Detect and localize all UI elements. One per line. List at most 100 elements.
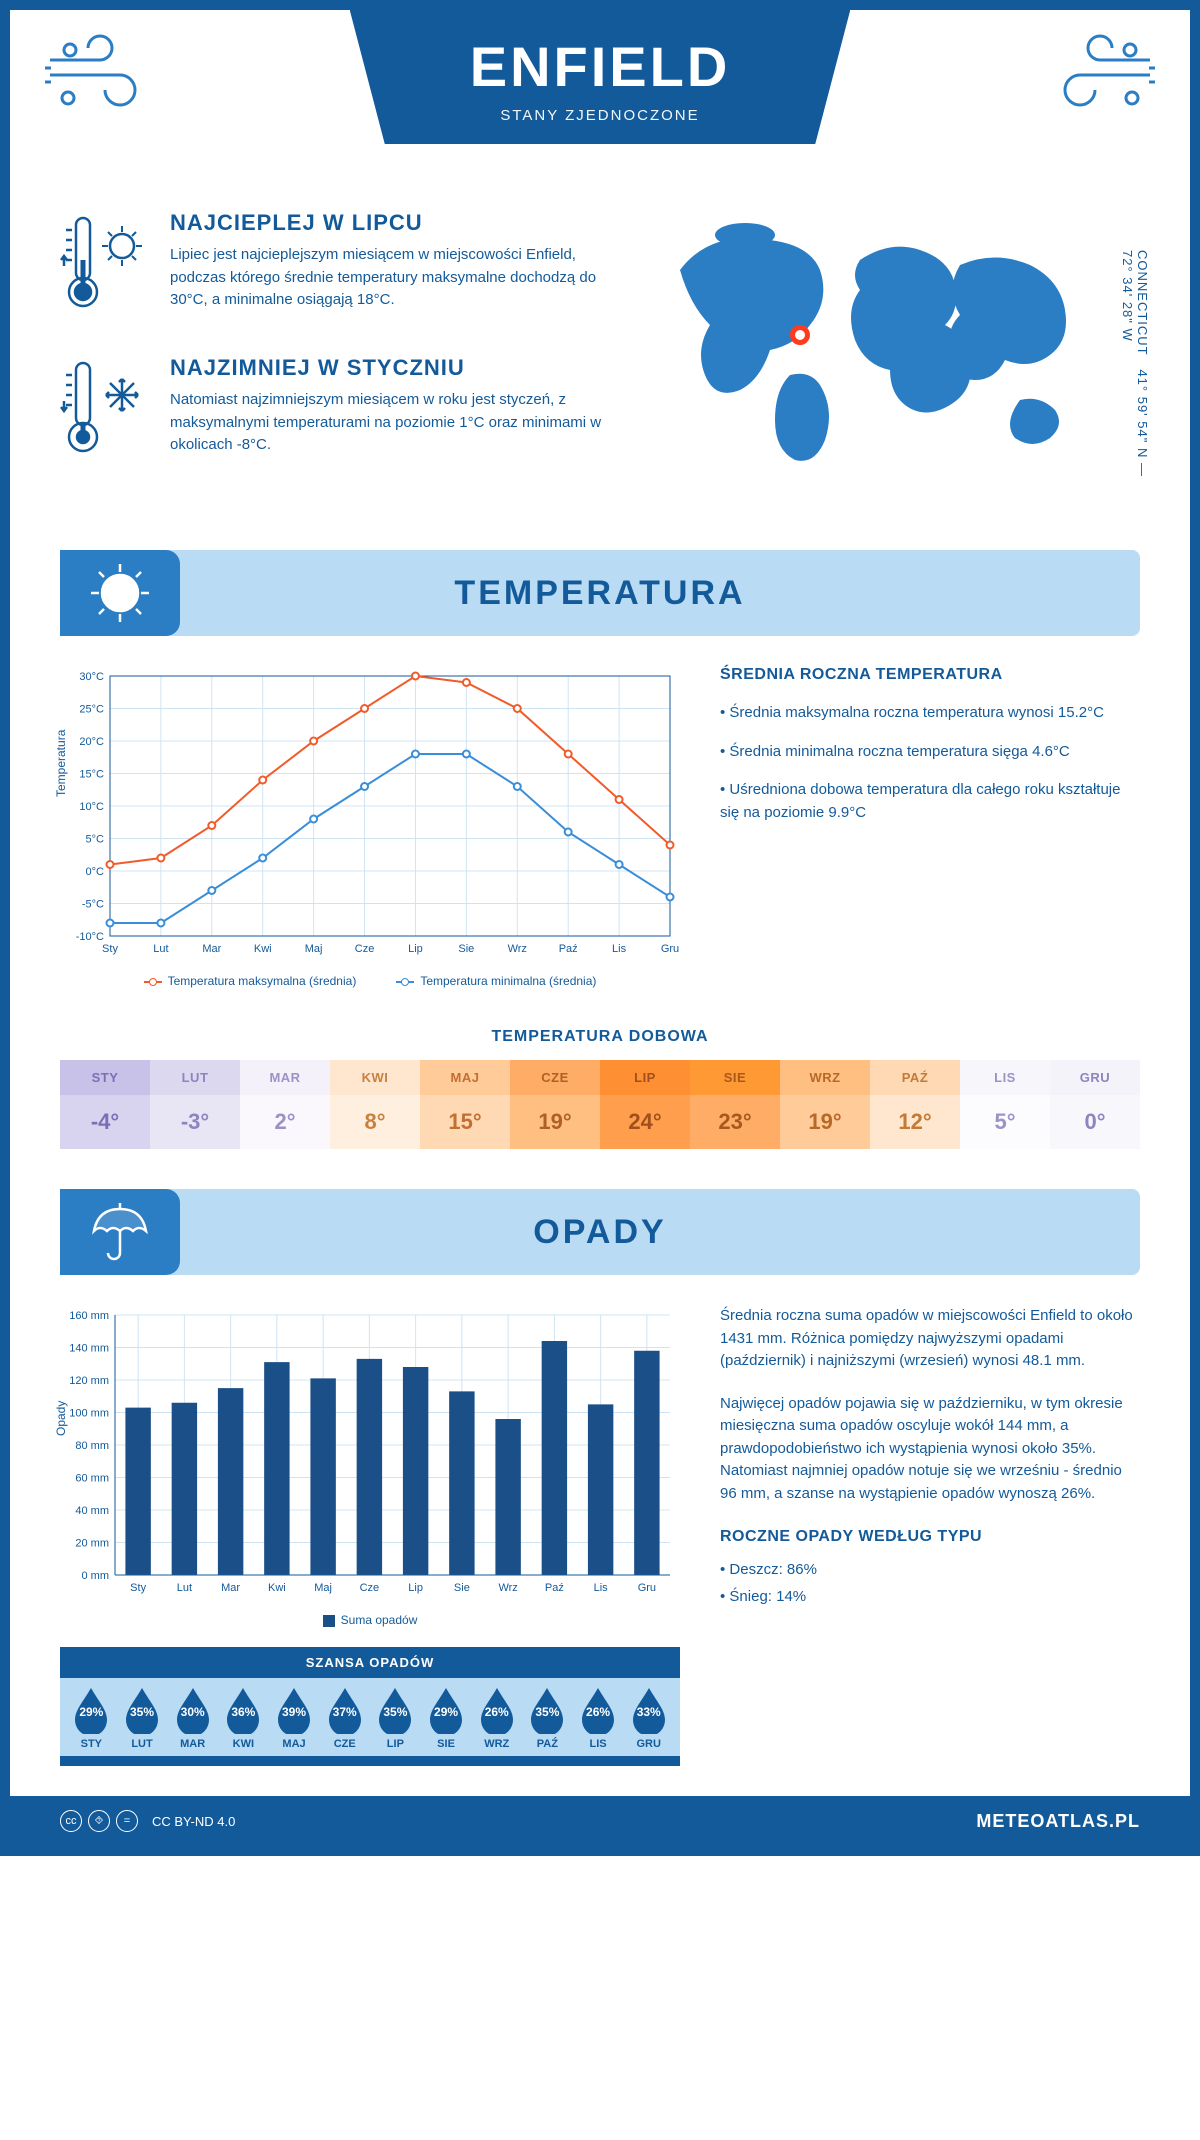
raindrop-icon: 26% [578, 1686, 618, 1734]
precip-section-header: OPADY [60, 1189, 1140, 1275]
temp-chart-legend: Temperatura maksymalna (średnia) Tempera… [60, 974, 680, 988]
temp-axis-y-label: Temperatura [54, 730, 68, 797]
svg-text:20°C: 20°C [79, 736, 104, 748]
cc-icons: cc ⯑ = [60, 1810, 138, 1832]
daily-cell: GRU0° [1050, 1060, 1140, 1149]
daily-temp-table: STY-4°LUT-3°MAR2°KWI8°MAJ15°CZE19°LIP24°… [60, 1060, 1140, 1149]
temp-bullet: • Średnia maksymalna roczna temperatura … [720, 702, 1140, 725]
coldest-block: NAJZIMNIEJ W STYCZNIU Natomiast najzimni… [60, 355, 630, 470]
coldest-text: Natomiast najzimniejszym miesiącem w rok… [170, 389, 630, 457]
svg-text:10°C: 10°C [79, 801, 104, 813]
precip-chance-table: SZANSA OPADÓW 29% STY 35% LUT 30% MAR 36… [60, 1647, 680, 1766]
precip-summary: Średnia roczna suma opadów w miejscowośc… [720, 1305, 1140, 1766]
sun-icon [60, 550, 180, 636]
svg-text:Mar: Mar [221, 1582, 240, 1594]
temp-bullet: • Uśredniona dobowa temperatura dla całe… [720, 779, 1140, 824]
daily-cell: SIE23° [690, 1060, 780, 1149]
chance-cell: 30% MAR [167, 1686, 218, 1750]
chance-cell: 29% STY [66, 1686, 117, 1750]
svg-text:Sie: Sie [454, 1582, 470, 1594]
chance-cell: 39% MAJ [269, 1686, 320, 1750]
precip-heading: OPADY [533, 1213, 666, 1252]
warmest-block: NAJCIEPLEJ W LIPCU Lipiec jest najcieple… [60, 210, 630, 325]
chance-cell: 35% PAŹ [522, 1686, 573, 1750]
daily-cell: MAJ15° [420, 1060, 510, 1149]
daily-cell: STY-4° [60, 1060, 150, 1149]
precip-paragraph: Najwięcej opadów pojawia się w październ… [720, 1393, 1140, 1506]
raindrop-icon: 36% [223, 1686, 263, 1734]
temperature-section-header: TEMPERATURA [60, 550, 1140, 636]
svg-text:Paź: Paź [559, 943, 578, 955]
raindrop-icon: 35% [527, 1686, 567, 1734]
svg-text:Lip: Lip [408, 943, 423, 955]
svg-text:Sty: Sty [130, 1582, 146, 1594]
precip-type-item: • Deszcz: 86% [720, 1559, 1140, 1582]
site-name: METEOATLAS.PL [976, 1811, 1140, 1832]
svg-text:Cze: Cze [360, 1582, 380, 1594]
svg-text:Maj: Maj [314, 1582, 332, 1594]
raindrop-icon: 33% [629, 1686, 669, 1734]
raindrop-icon: 35% [122, 1686, 162, 1734]
temperature-heading: TEMPERATURA [454, 574, 745, 613]
svg-text:Kwi: Kwi [254, 943, 272, 955]
location-title: ENFIELD [470, 34, 731, 99]
svg-text:120 mm: 120 mm [69, 1375, 109, 1387]
svg-text:-10°C: -10°C [76, 931, 104, 943]
cc-nd-icon: = [116, 1810, 138, 1832]
temp-bullet: • Średnia minimalna roczna temperatura s… [720, 741, 1140, 764]
daily-cell: LUT-3° [150, 1060, 240, 1149]
svg-text:Cze: Cze [355, 943, 375, 955]
temperature-summary: ŚREDNIA ROCZNA TEMPERATURA • Średnia mak… [720, 666, 1140, 988]
svg-text:Kwi: Kwi [268, 1582, 286, 1594]
daily-cell: PAŹ12° [870, 1060, 960, 1149]
svg-text:Lut: Lut [177, 1582, 192, 1594]
precip-paragraph: Średnia roczna suma opadów w miejscowośc… [720, 1305, 1140, 1373]
chance-cell: 29% SIE [421, 1686, 472, 1750]
daily-temp-title: TEMPERATURA DOBOWA [10, 1028, 1190, 1046]
title-ribbon: ENFIELD STANY ZJEDNOCZONE [350, 10, 851, 144]
precip-axis-y-label: Opady [54, 1401, 68, 1436]
svg-text:5°C: 5°C [86, 834, 105, 846]
raindrop-icon: 30% [173, 1686, 213, 1734]
chance-cell: 26% WRZ [471, 1686, 522, 1750]
header: ENFIELD STANY ZJEDNOCZONE [10, 10, 1190, 190]
intro-row: NAJCIEPLEJ W LIPCU Lipiec jest najcieple… [10, 190, 1190, 530]
precip-chart: Opady 0 mm20 mm40 mm60 mm80 mm100 mm120 … [60, 1305, 680, 1627]
chance-cell: 35% LUT [117, 1686, 168, 1750]
wind-decoration-right [1040, 30, 1160, 125]
svg-text:80 mm: 80 mm [75, 1440, 109, 1452]
thermometer-snow-icon [60, 355, 150, 470]
svg-text:0°C: 0°C [86, 866, 105, 878]
svg-text:100 mm: 100 mm [69, 1408, 109, 1420]
raindrop-icon: 37% [325, 1686, 365, 1734]
svg-text:Gru: Gru [638, 1582, 656, 1594]
warmest-title: NAJCIEPLEJ W LIPCU [170, 210, 630, 236]
svg-text:Maj: Maj [305, 943, 323, 955]
svg-text:0 mm: 0 mm [82, 1570, 110, 1582]
svg-text:Paź: Paź [545, 1582, 564, 1594]
raindrop-icon: 39% [274, 1686, 314, 1734]
chance-cell: 36% KWI [218, 1686, 269, 1750]
svg-text:Sie: Sie [458, 943, 474, 955]
svg-text:-5°C: -5°C [82, 899, 104, 911]
wind-decoration-left [40, 30, 160, 125]
page: ENFIELD STANY ZJEDNOCZONE [0, 0, 1200, 1856]
chance-cell: 26% LIS [573, 1686, 624, 1750]
daily-cell: LIS5° [960, 1060, 1050, 1149]
cc-icon: cc [60, 1810, 82, 1832]
svg-text:20 mm: 20 mm [75, 1538, 109, 1550]
daily-cell: WRZ19° [780, 1060, 870, 1149]
svg-text:140 mm: 140 mm [69, 1343, 109, 1355]
coldest-title: NAJZIMNIEJ W STYCZNIU [170, 355, 630, 381]
avg-annual-title: ŚREDNIA ROCZNA TEMPERATURA [720, 666, 1140, 684]
license-text: CC BY-ND 4.0 [152, 1814, 235, 1829]
umbrella-icon [60, 1189, 180, 1275]
svg-text:Mar: Mar [202, 943, 221, 955]
daily-cell: KWI8° [330, 1060, 420, 1149]
world-map: CONNECTICUT 41° 59' 54" N — 72° 34' 28" … [660, 210, 1140, 500]
chance-title: SZANSA OPADÓW [60, 1647, 680, 1678]
chance-cell: 33% GRU [623, 1686, 674, 1750]
svg-text:Lis: Lis [612, 943, 627, 955]
svg-text:Sty: Sty [102, 943, 118, 955]
raindrop-icon: 26% [477, 1686, 517, 1734]
